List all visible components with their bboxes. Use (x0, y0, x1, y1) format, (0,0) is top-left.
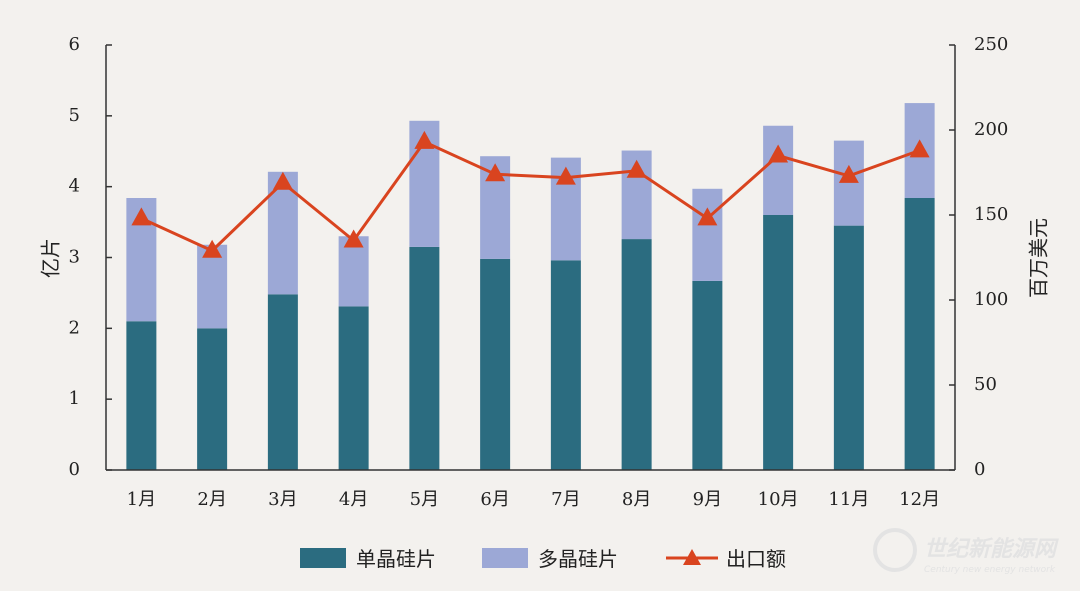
x-tick-label-9: 9月 (693, 489, 722, 510)
export-marker-6 (485, 163, 506, 182)
bar-mono-10 (763, 215, 794, 470)
y-tick-label-5: 5 (69, 105, 80, 126)
y-right-tick-label-250: 250 (974, 34, 1008, 55)
bar-mono-6 (480, 258, 511, 470)
ticks-layer: 0 1 2 3 4 5 6 0 50 100 150 200 250 1月 2月 3月 4月 5月 6月 7月 8月 9月… (69, 34, 1009, 510)
legend-label-mono: 单晶硅片 (356, 547, 436, 571)
watermark-text-en: Century new energy network (924, 565, 1056, 575)
y-axis-right-title: 百万美元 (1027, 218, 1051, 298)
y-tick-label-3: 3 (69, 247, 80, 268)
bar-mono-7 (550, 260, 581, 470)
watermark-text-cn: 世纪新能源网 (924, 536, 1059, 562)
export-marker-5 (414, 130, 435, 149)
export-line (140, 140, 921, 253)
bar-mono-3 (267, 294, 298, 470)
export-marker-7 (555, 166, 576, 185)
line-layer (131, 130, 930, 258)
y-tick-label-2: 2 (69, 317, 80, 338)
bar-mono-1 (126, 321, 157, 470)
export-marker-8 (626, 159, 647, 178)
bar-mono-12 (904, 198, 935, 470)
axes-layer (105, 45, 956, 471)
y-tick-label-1: 1 (69, 388, 80, 409)
bar-poly-11 (833, 140, 864, 226)
legend: 单晶硅片 多晶硅片 出口额 (300, 547, 786, 571)
y-tick-label-0: 0 (69, 459, 80, 480)
export-marker-1 (131, 207, 152, 226)
legend-swatch-mono (300, 548, 346, 568)
bars-layer (126, 103, 935, 470)
y-tick-label-4: 4 (69, 176, 80, 197)
export-marker-9 (697, 207, 718, 226)
bar-mono-8 (621, 239, 652, 470)
x-tick-label-12: 12月 (899, 489, 940, 510)
x-tick-label-6: 6月 (480, 489, 509, 510)
bar-poly-2 (197, 244, 228, 329)
y-axis-title: 亿片 (39, 238, 63, 278)
export-marker-12 (909, 139, 930, 158)
x-tick-label-4: 4月 (339, 489, 368, 510)
x-tick-label-11: 11月 (828, 489, 869, 510)
y-right-tick-label-50: 50 (974, 374, 997, 395)
x-tick-label-7: 7月 (551, 489, 580, 510)
export-marker-2 (202, 239, 223, 258)
legend-marker-export (683, 549, 701, 565)
legend-label-export: 出口额 (726, 547, 786, 571)
bar-poly-10 (763, 125, 794, 215)
x-tick-label-5: 5月 (410, 489, 439, 510)
watermark: 世纪新能源网 Century new energy network (873, 528, 1059, 575)
y-right-tick-label-200: 200 (974, 119, 1008, 140)
y-right-tick-label-0: 0 (974, 459, 985, 480)
bar-poly-4 (338, 236, 369, 307)
legend-label-poly: 多晶硅片 (538, 547, 618, 571)
x-tick-label-8: 8月 (622, 489, 651, 510)
watermark-logo (873, 528, 917, 572)
x-tick-label-2: 2月 (197, 489, 226, 510)
export-marker-10 (768, 144, 789, 163)
export-marker-3 (272, 171, 293, 190)
bar-mono-9 (692, 280, 723, 470)
x-tick-label-1: 1月 (127, 489, 156, 510)
bar-mono-11 (833, 225, 864, 470)
x-tick-label-10: 10月 (758, 489, 799, 510)
export-marker-11 (838, 164, 859, 183)
y-tick-label-6: 6 (69, 34, 80, 55)
bar-mono-5 (409, 246, 440, 470)
y-right-tick-label-100: 100 (974, 289, 1008, 310)
y-right-tick-label-150: 150 (974, 204, 1008, 225)
x-tick-label-3: 3月 (268, 489, 297, 510)
export-marker-4 (343, 229, 364, 248)
bar-mono-4 (338, 306, 369, 470)
legend-swatch-poly (482, 548, 528, 568)
bar-mono-2 (197, 328, 228, 470)
bar-poly-9 (692, 188, 723, 281)
